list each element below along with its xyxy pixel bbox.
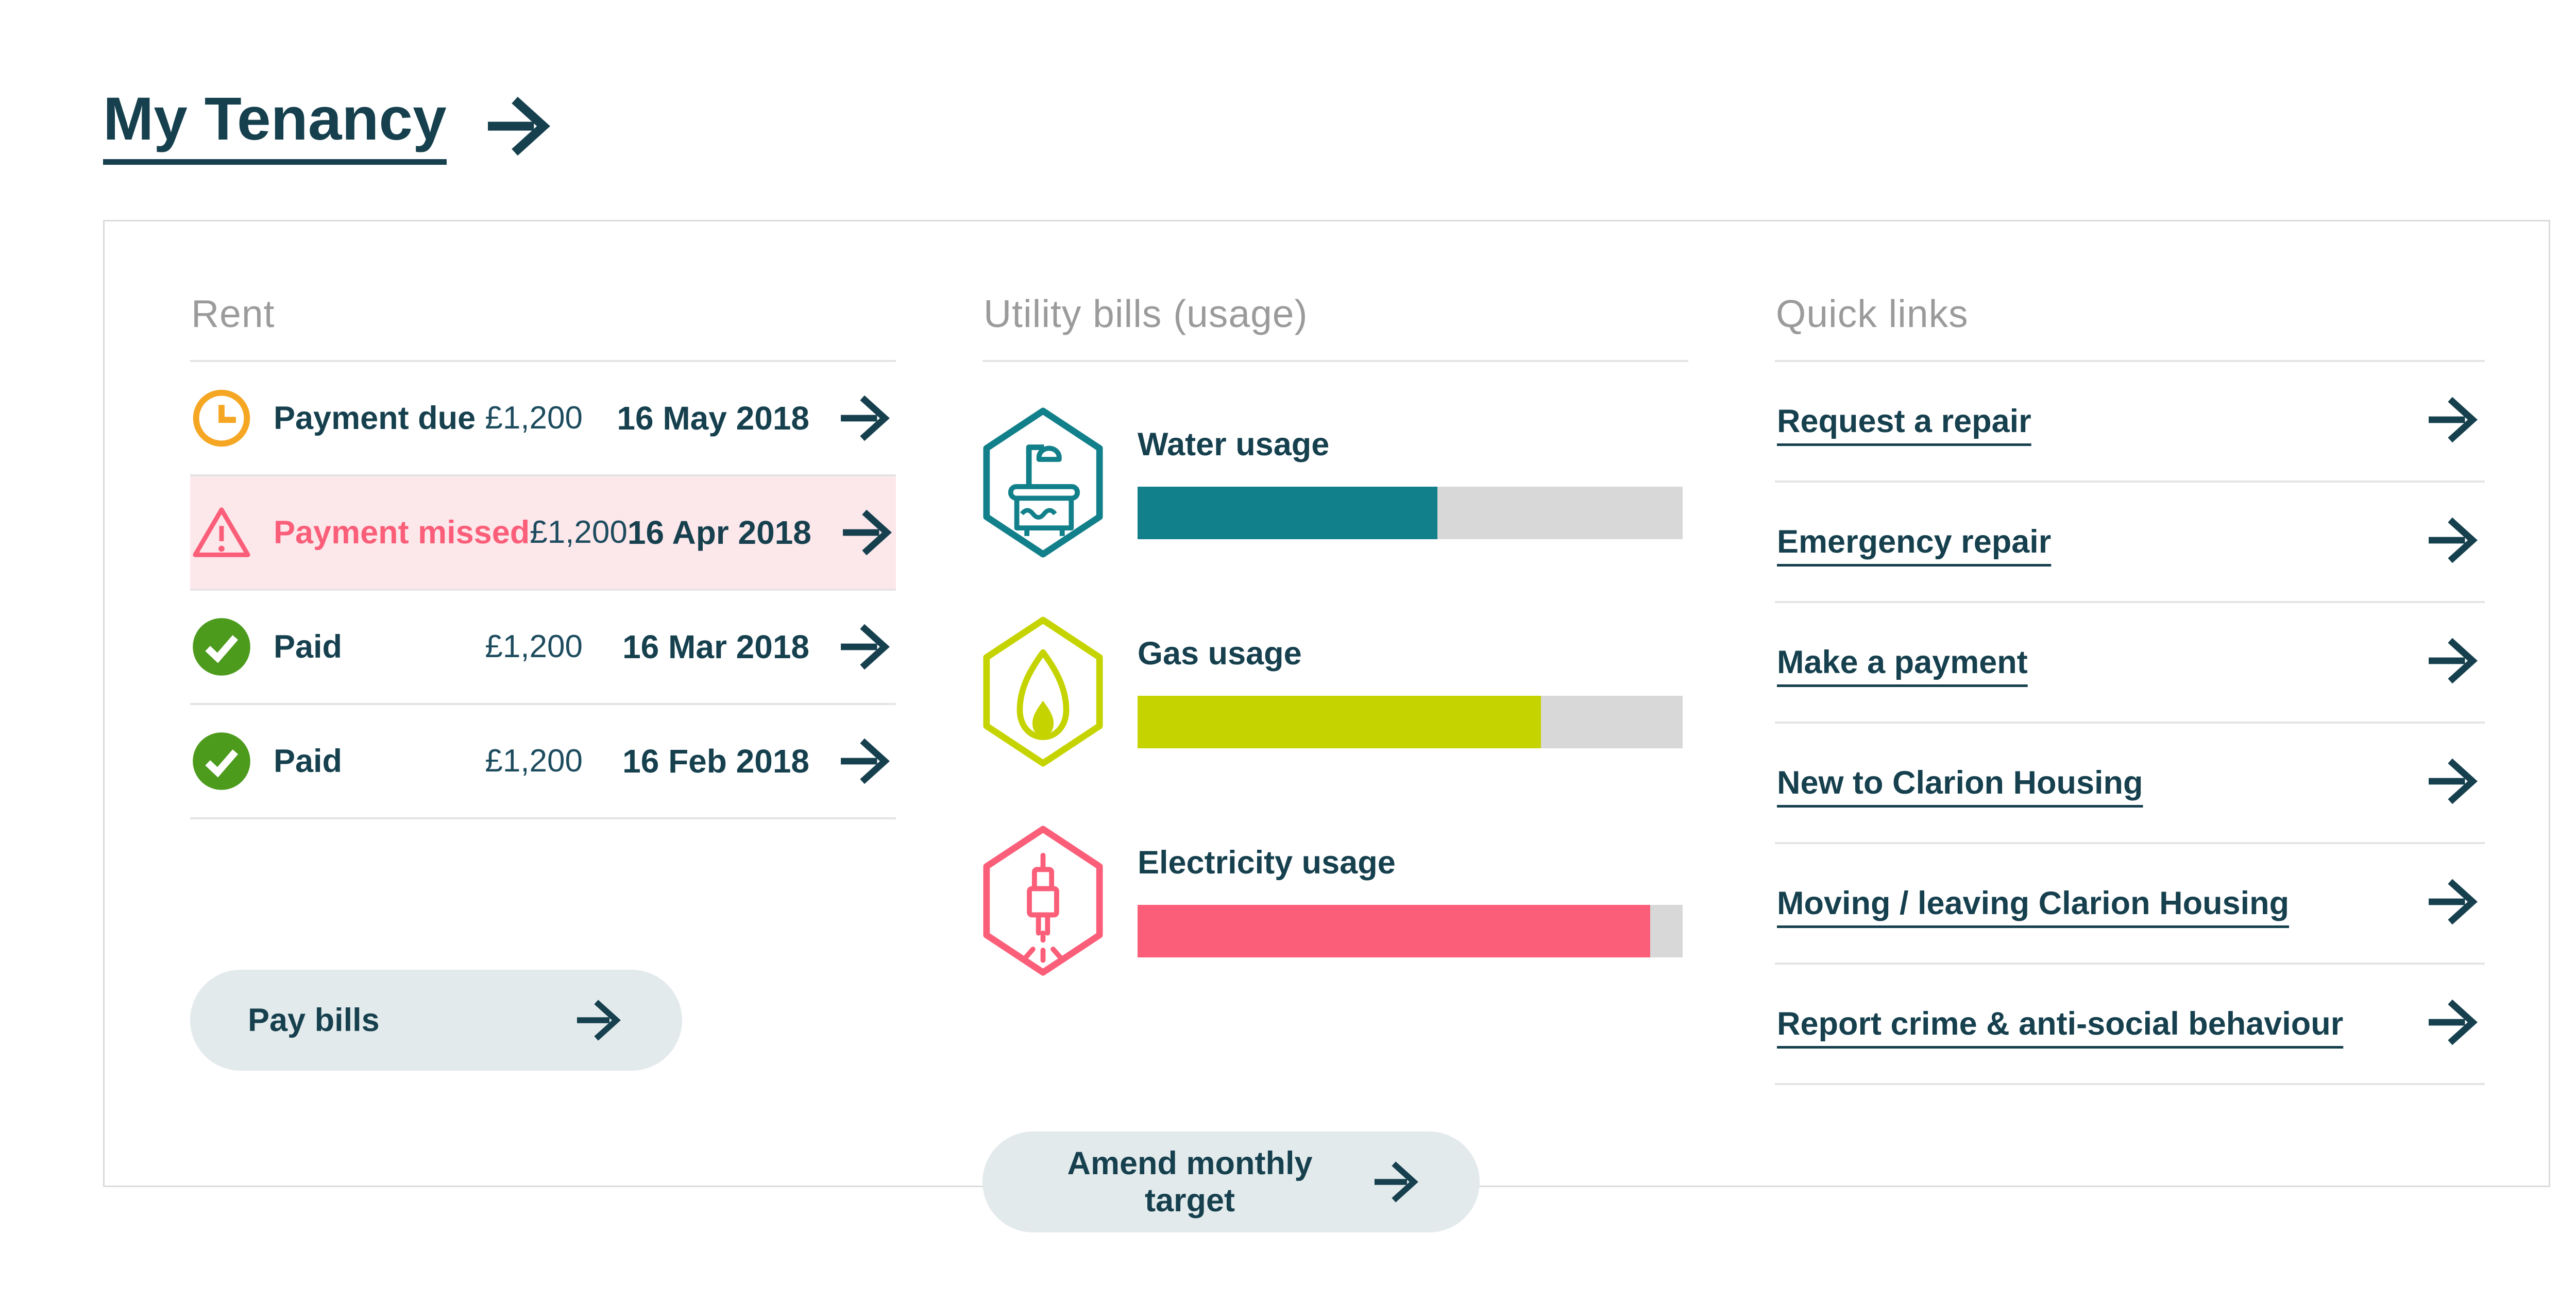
arrow-right-icon[interactable]	[836, 736, 894, 786]
page-title[interactable]: My Tenancy	[103, 87, 447, 165]
payment-status-label: Payment due	[274, 400, 476, 436]
quick-link-label[interactable]: New to Clarion Housing	[1777, 764, 2143, 801]
utility-item-electricity: Electricity usage	[982, 825, 1688, 977]
rent-row-payment-due[interactable]: Payment due £1,200 16 May 2018	[190, 362, 896, 476]
utility-item-water: Water usage	[982, 406, 1688, 559]
my-tenancy-page: My Tenancy Rent Payment d	[103, 80, 2550, 1232]
payment-status-label: Paid	[274, 628, 343, 665]
quick-link-new-to-clarion[interactable]: New to Clarion Housing	[1775, 724, 2485, 844]
arrow-right-icon[interactable]	[2424, 877, 2482, 929]
tenancy-summary-card: Rent Payment due £1,200 16 May 2018	[103, 220, 2550, 1232]
quick-link-request-repair[interactable]: Request a repair	[1775, 362, 2485, 483]
quick-link-report-crime[interactable]: Report crime & anti-social behaviour	[1775, 965, 2485, 1085]
rent-row-payment-missed[interactable]: Payment missed £1,200 16 Apr 2018	[190, 476, 896, 591]
utility-item-gas: Gas usage	[982, 615, 1688, 768]
quick-link-make-payment[interactable]: Make a payment	[1775, 603, 2485, 724]
rent-heading: Rent	[191, 292, 275, 335]
quick-link-moving-leaving[interactable]: Moving / leaving Clarion Housing	[1775, 844, 2485, 965]
arrow-right-icon[interactable]	[2424, 757, 2482, 809]
electricity-usage-bar-fill	[1138, 904, 1650, 957]
amend-monthly-target-button[interactable]: Amend monthly target	[982, 1131, 1480, 1232]
flame-hexagon-icon	[982, 615, 1104, 768]
arrow-right-icon[interactable]	[2424, 516, 2482, 568]
payment-amount: £1,200	[485, 400, 583, 436]
rent-row-paid[interactable]: Paid £1,200 16 Mar 2018	[190, 591, 896, 705]
payment-date: 16 Mar 2018	[622, 628, 809, 665]
quick-link-emergency-repair[interactable]: Emergency repair	[1775, 483, 2485, 603]
water-usage-bar-fill	[1138, 486, 1437, 539]
check-circle-icon	[191, 616, 252, 677]
quick-link-label[interactable]: Emergency repair	[1777, 523, 2052, 560]
gas-usage-bar-fill	[1138, 695, 1541, 748]
pay-bills-button-label: Pay bills	[248, 1002, 380, 1038]
gas-usage-label: Gas usage	[1138, 635, 1302, 672]
electric-plug-hexagon-icon	[982, 825, 1104, 977]
quick-links-heading: Quick links	[1776, 292, 1969, 335]
payment-date: 16 Apr 2018	[627, 513, 811, 551]
arrow-right-icon[interactable]	[836, 393, 894, 443]
quick-links-list: Request a repair Emergency repair	[1775, 359, 2485, 1085]
pay-bills-button[interactable]: Pay bills	[190, 969, 682, 1071]
quick-link-label[interactable]: Moving / leaving Clarion Housing	[1777, 885, 2290, 921]
utilities-heading: Utility bills (usage)	[984, 292, 1308, 335]
quick-link-label[interactable]: Make a payment	[1777, 644, 2028, 680]
arrow-right-icon[interactable]	[2424, 395, 2482, 447]
payment-amount: £1,200	[485, 629, 583, 664]
clock-icon	[191, 388, 252, 449]
electricity-usage-label: Electricity usage	[1138, 844, 1396, 881]
payment-status-label: Paid	[274, 743, 343, 779]
quick-link-label[interactable]: Report crime & anti-social behaviour	[1777, 1005, 2344, 1042]
rent-payment-list: Payment due £1,200 16 May 2018	[190, 359, 896, 819]
payment-status-label: Payment missed	[274, 514, 530, 551]
page-title-row: My Tenancy	[103, 80, 2550, 173]
quick-links-column: Quick links Request a repair Emergency r…	[1775, 293, 2485, 1186]
arrow-right-icon	[1374, 1161, 1418, 1203]
gas-usage-bar-track	[1138, 695, 1683, 748]
arrow-right-icon[interactable]	[2424, 636, 2482, 688]
warning-triangle-icon	[191, 502, 252, 563]
rent-column: Rent Payment due £1,200 16 May 2018	[190, 293, 896, 1186]
water-usage-label: Water usage	[1138, 426, 1330, 462]
arrow-right-icon	[577, 999, 621, 1041]
payment-amount: £1,200	[485, 743, 583, 779]
arrow-right-icon[interactable]	[2424, 998, 2482, 1050]
check-circle-icon	[191, 731, 252, 792]
electricity-usage-bar-track	[1138, 904, 1683, 957]
payment-date: 16 Feb 2018	[622, 742, 809, 780]
payment-amount: £1,200	[530, 514, 628, 550]
utilities-column: Utility bills (usage)	[982, 292, 1688, 1232]
title-arrow-icon[interactable]	[483, 95, 555, 157]
water-usage-bar-track	[1138, 486, 1683, 539]
quick-link-label[interactable]: Request a repair	[1777, 403, 2031, 439]
bathtub-shower-hexagon-icon	[982, 406, 1104, 559]
rent-row-paid[interactable]: Paid £1,200 16 Feb 2018	[190, 705, 896, 819]
utility-usage-list: Water usage G	[982, 359, 1688, 977]
amend-monthly-target-label: Amend monthly target	[1067, 1145, 1313, 1219]
payment-date: 16 May 2018	[617, 399, 809, 437]
arrow-right-icon[interactable]	[838, 508, 896, 557]
arrow-right-icon[interactable]	[836, 622, 894, 672]
